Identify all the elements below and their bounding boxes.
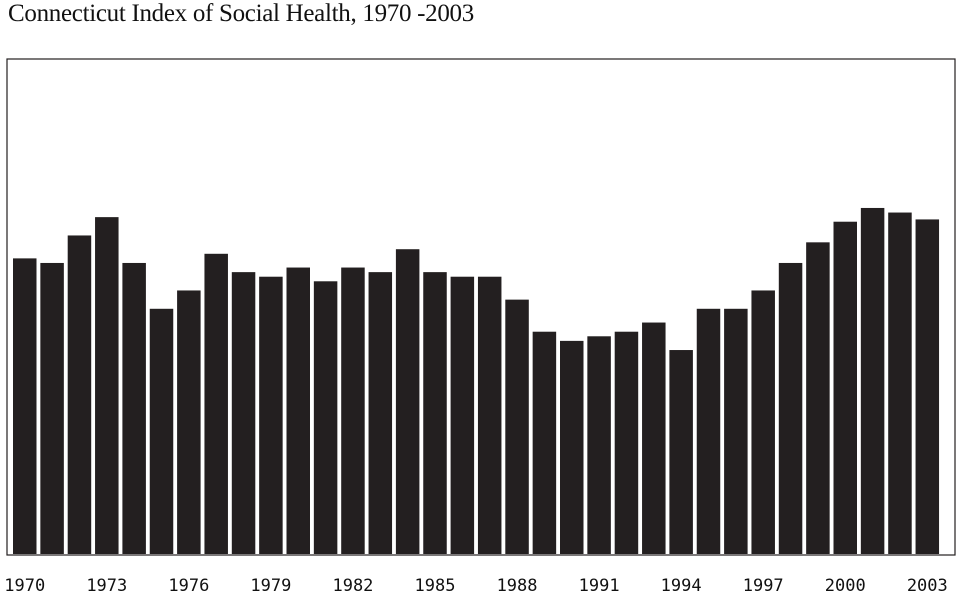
bar-1991	[587, 336, 611, 554]
bar-1996	[724, 308, 748, 554]
plot-frame	[6, 58, 956, 556]
x-tick-label-1982: 1982	[332, 576, 373, 596]
bar-2003	[915, 219, 940, 555]
x-tick-label-1991: 1991	[579, 576, 620, 596]
bar-1999	[806, 242, 830, 554]
bar-1977	[204, 253, 228, 555]
x-tick-label-1997: 1997	[743, 576, 784, 596]
bar-1993	[642, 322, 666, 554]
bar-1986	[450, 276, 475, 554]
bar-1976	[177, 290, 201, 554]
bar-1994	[669, 350, 693, 554]
bar-1973	[95, 217, 119, 555]
bar-2002	[888, 212, 912, 555]
bar-1995	[696, 308, 721, 554]
bar-1990	[560, 340, 584, 555]
bar-1982	[341, 267, 365, 554]
bar-1981	[313, 281, 338, 554]
bar-1975	[149, 308, 174, 554]
bars-group	[13, 207, 940, 555]
x-tick-label-1985: 1985	[415, 576, 456, 596]
bar-1998	[778, 262, 803, 554]
bar-1992	[614, 331, 639, 554]
x-tick-label-1976: 1976	[168, 576, 209, 596]
x-tick-label-1973: 1973	[86, 576, 127, 596]
x-tick-label-1988: 1988	[497, 576, 538, 596]
bar-1988	[505, 299, 529, 554]
x-tick-label-2000: 2000	[825, 576, 866, 596]
bar-1979	[259, 276, 283, 554]
bar-1983	[368, 272, 393, 555]
bar-1984	[395, 249, 420, 554]
x-tick-label-2003: 2003	[907, 576, 948, 596]
chart-title: Connecticut Index of Social Health, 1970…	[8, 0, 474, 27]
bar-1970	[13, 258, 37, 555]
x-tick-labels: 1970 1973 1976 1979 1982 1985 1988 1991 1994 1997…	[4, 576, 948, 596]
bar-1980	[286, 267, 310, 554]
bar-1972	[67, 235, 92, 554]
x-tick-label-1970: 1970	[4, 576, 45, 596]
x-tick-label-1994: 1994	[661, 576, 702, 596]
bar-1978	[231, 272, 256, 555]
bar-2000	[833, 221, 857, 554]
bar-2001	[860, 207, 885, 554]
bar-1974	[122, 262, 146, 554]
bar-1985	[423, 272, 447, 555]
bar-1997	[751, 290, 775, 554]
x-tick-label-1979: 1979	[250, 576, 291, 596]
bar-1989	[532, 331, 557, 554]
bar-1987	[477, 276, 502, 554]
bar-1971	[40, 262, 64, 554]
